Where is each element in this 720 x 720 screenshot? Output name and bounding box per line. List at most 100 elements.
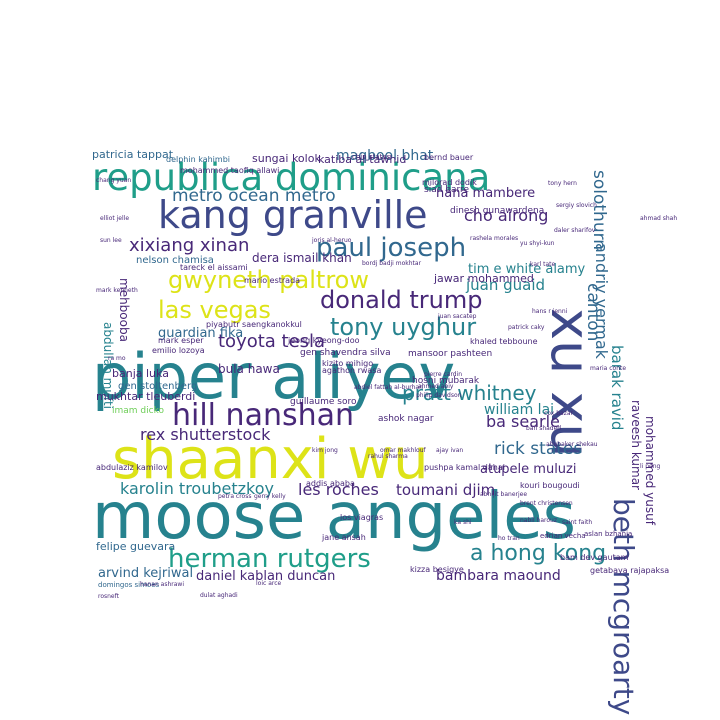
cloud-word: karl tate (530, 261, 555, 268)
cloud-word: abhijit banerjee (480, 491, 527, 498)
cloud-word: kang granville (158, 193, 428, 237)
cloud-word: getabaya rajapaksa (590, 566, 669, 575)
cloud-word: metro ocean metro (172, 186, 336, 206)
cloud-word: paul joseph (316, 233, 466, 263)
cloud-word: nelson chamisa (136, 255, 214, 266)
cloud-word: nabil harouz (520, 517, 557, 524)
cloud-word: jane ansah (321, 533, 366, 542)
cloud-word: philip davidson (416, 392, 462, 399)
cloud-word: canton (583, 283, 603, 341)
cloud-word: gen shavendra silva (300, 348, 391, 358)
cloud-word: toyota tesla (218, 331, 325, 352)
cloud-word: xu xu (539, 308, 602, 458)
cloud-word: siad barre (424, 185, 470, 195)
cloud-word: chin states (352, 153, 391, 161)
cloud-word: mukhtar tleuberdi (96, 390, 195, 403)
cloud-word: abdullah mufti (101, 322, 115, 409)
cloud-word: delphin kahimbi (166, 155, 230, 164)
cloud-word: ahmad shah (640, 215, 677, 222)
cloud-word: cho airong (464, 206, 548, 225)
cloud-word: tony hern (548, 180, 577, 187)
cloud-word: daler sharifov (554, 227, 596, 234)
cloud-word: nana mambere (436, 186, 535, 201)
cloud-word: edrian vecha (540, 532, 586, 540)
cloud-word: les roches (298, 480, 379, 499)
cloud-word: guardian fika (158, 326, 243, 341)
cloud-word: agathon rwasa (322, 366, 382, 375)
cloud-word: ka shi (454, 519, 472, 526)
cloud-word: imam dicko (112, 406, 164, 416)
cloud-word: dulat aghadi (200, 592, 238, 599)
cloud-word: gerry kelly (254, 493, 286, 500)
cloud-word: dinesh gunawardena (450, 206, 544, 216)
cloud-word: emilio lozoya (152, 346, 205, 355)
cloud-word: william lai (484, 402, 554, 418)
cloud-word: tony uyghur (330, 313, 476, 341)
cloud-word: milorad dodik (422, 178, 477, 187)
cloud-word: republica dominicana (92, 156, 490, 199)
cloud-word: hanan ashrawi (140, 581, 184, 588)
cloud-word: petra cross (218, 493, 251, 500)
cloud-word: elliot jelle (100, 215, 129, 222)
cloud-word: bernd bauer (424, 153, 474, 162)
cloud-word: las vegas (158, 296, 271, 324)
cloud-word: chang yuan (96, 177, 131, 184)
cloud-word: hill nanshan (172, 398, 354, 433)
cloud-word: rick states (494, 439, 582, 459)
cloud-word: herman rutgers (168, 544, 371, 574)
cloud-word: abubaker shekau (546, 441, 598, 448)
cloud-word: kim jong (312, 447, 338, 454)
cloud-word: mark esper (158, 336, 204, 345)
cloud-word: shaanxi wu (112, 427, 429, 492)
cloud-word: rosneft (98, 593, 120, 600)
cloud-word: hosni mubarak (412, 376, 480, 386)
cloud-word: mario estrada (244, 276, 300, 285)
cloud-word: juan sacatep (437, 313, 477, 320)
cloud-word: patrick caky (508, 324, 545, 331)
cloud-word: rashela morales (470, 235, 518, 242)
cloud-word: pratt whitney (402, 381, 537, 405)
cloud-word: ahmed abiy (418, 383, 454, 390)
cloud-word: maqbool bhat (336, 148, 434, 164)
cloud-word: ho tran (498, 535, 520, 542)
cloud-word: tareck el aissami (180, 263, 248, 272)
cloud-word: hans r jenni (532, 308, 568, 315)
cloud-word: mark kenneth (96, 287, 138, 294)
cloud-word: ra mo (108, 355, 126, 362)
cloud-word: gen stoltenberg (118, 381, 197, 392)
cloud-word: donald trump (320, 286, 482, 314)
cloud-word: jawar mohammed (433, 272, 534, 285)
cloud-word: sungai kolok (252, 152, 321, 165)
cloud-word: kouri bougoudi (520, 481, 580, 490)
cloud-word: karolin troubetzkoy (120, 479, 274, 498)
cloud-word: abdulaziz kamilov (96, 463, 168, 472)
cloud-word: kizza besigye (410, 565, 464, 574)
cloud-word: solothurn (589, 170, 609, 250)
cloud-word: brent christensen (520, 500, 573, 507)
cloud-word: bula hawa (218, 362, 280, 376)
cloud-word: patricia tappat (92, 148, 174, 161)
cloud-word: dera ismail khan (252, 251, 352, 265)
cloud-word: ashok nagar (378, 414, 434, 424)
cloud-word: felipe guevara (96, 540, 175, 553)
cloud-word: katiba al-tawhid (318, 153, 406, 166)
cloud-word: addis ababa (306, 479, 355, 488)
cloud-word: mansoor pashteen (408, 349, 492, 359)
cloud-word: raveesh kumar (629, 400, 643, 490)
cloud-word: ban shaded (526, 425, 561, 432)
cloud-word: bam dev gautam (560, 553, 629, 562)
cloud-word: mohammed yusuf (643, 416, 657, 526)
cloud-word: a hong kong (470, 541, 606, 566)
cloud-word: yu shyi-kun (520, 240, 555, 247)
cloud-word: khaled tebboune (470, 337, 538, 346)
cloud-word: rahul sharma (368, 453, 408, 460)
cloud-word: li peng (640, 463, 661, 470)
cloud-word: toumani djim (396, 481, 495, 499)
cloud-word: gwyneth paltrow (168, 266, 369, 294)
cloud-word: piper aliyev (92, 340, 455, 413)
cloud-word: abdiel fattah al-burhan (354, 384, 423, 391)
cloud-word: sergiy slovich (556, 202, 597, 209)
cloud-word: cox bazar (544, 410, 574, 417)
cloud-word: juan guaid (465, 276, 545, 294)
